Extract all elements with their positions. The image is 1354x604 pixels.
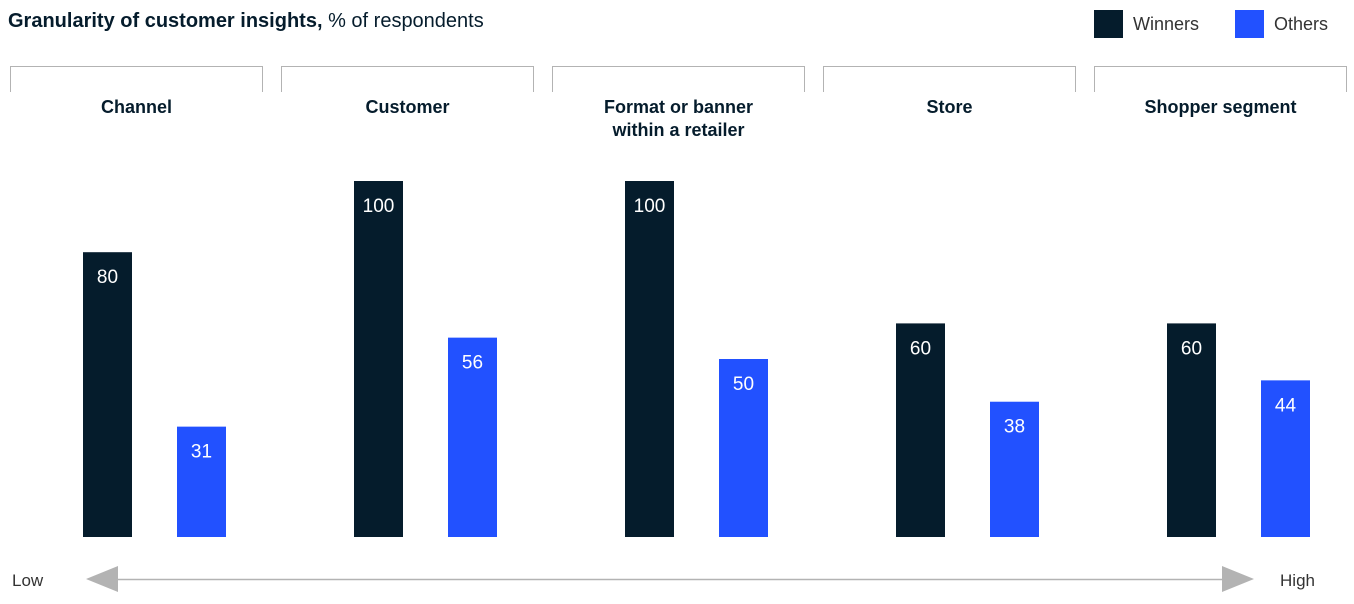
bar-value-label: 31 [191,442,212,463]
bar-value-label: 80 [97,267,118,288]
bar-winners [896,323,945,537]
category-label: Format or banner within a retailer [604,97,753,140]
bar-others [719,359,768,537]
bar-value-label: 56 [462,353,483,374]
category-label: Shopper segment [1144,97,1296,117]
legend-label-others: Others [1273,13,1328,34]
category-bracket [281,66,534,92]
legend: Winners Others [1058,10,1328,38]
bar-others [448,337,497,537]
bar-winners [83,252,132,537]
axis-high-label: High [1280,571,1315,590]
bar-winners [354,181,403,537]
legend-swatch-winners [1093,10,1123,38]
axis-low-label: Low [12,571,44,590]
axis-arrow-right [1222,566,1254,592]
bar-others [990,401,1039,537]
bar-others [1261,380,1310,537]
bar-value-label: 44 [1275,395,1297,416]
legend-item-others: Others [1234,10,1328,38]
category-bracket [1094,66,1347,92]
category-bracket [10,66,263,92]
bar-value-label: 100 [363,196,395,217]
category-label: Channel [101,97,172,117]
category-label: Customer [365,97,449,117]
legend-label-winners: Winners [1132,13,1199,34]
chart-subtitle: % of respondents [328,10,484,32]
legend-swatch-others [1234,10,1264,38]
bar-value-label: 60 [910,338,931,359]
bar-value-label: 50 [733,374,754,395]
category-bracket [823,66,1076,92]
axis-arrow-left [86,566,118,592]
category-bracket [552,66,805,92]
bar-winners [625,181,674,537]
bar-value-label: 60 [1181,338,1202,359]
bar-value-label: 38 [1004,417,1025,438]
category-label: Store [926,97,972,117]
bar-value-label: 100 [634,196,666,217]
bar-others [177,426,226,537]
chart-title: Granularity of customer insights, % of r… [8,10,484,33]
bar-winners [1167,323,1216,537]
chart-title-main: Granularity of customer insights, [8,10,323,32]
legend-item-winners: Winners [1093,10,1199,38]
